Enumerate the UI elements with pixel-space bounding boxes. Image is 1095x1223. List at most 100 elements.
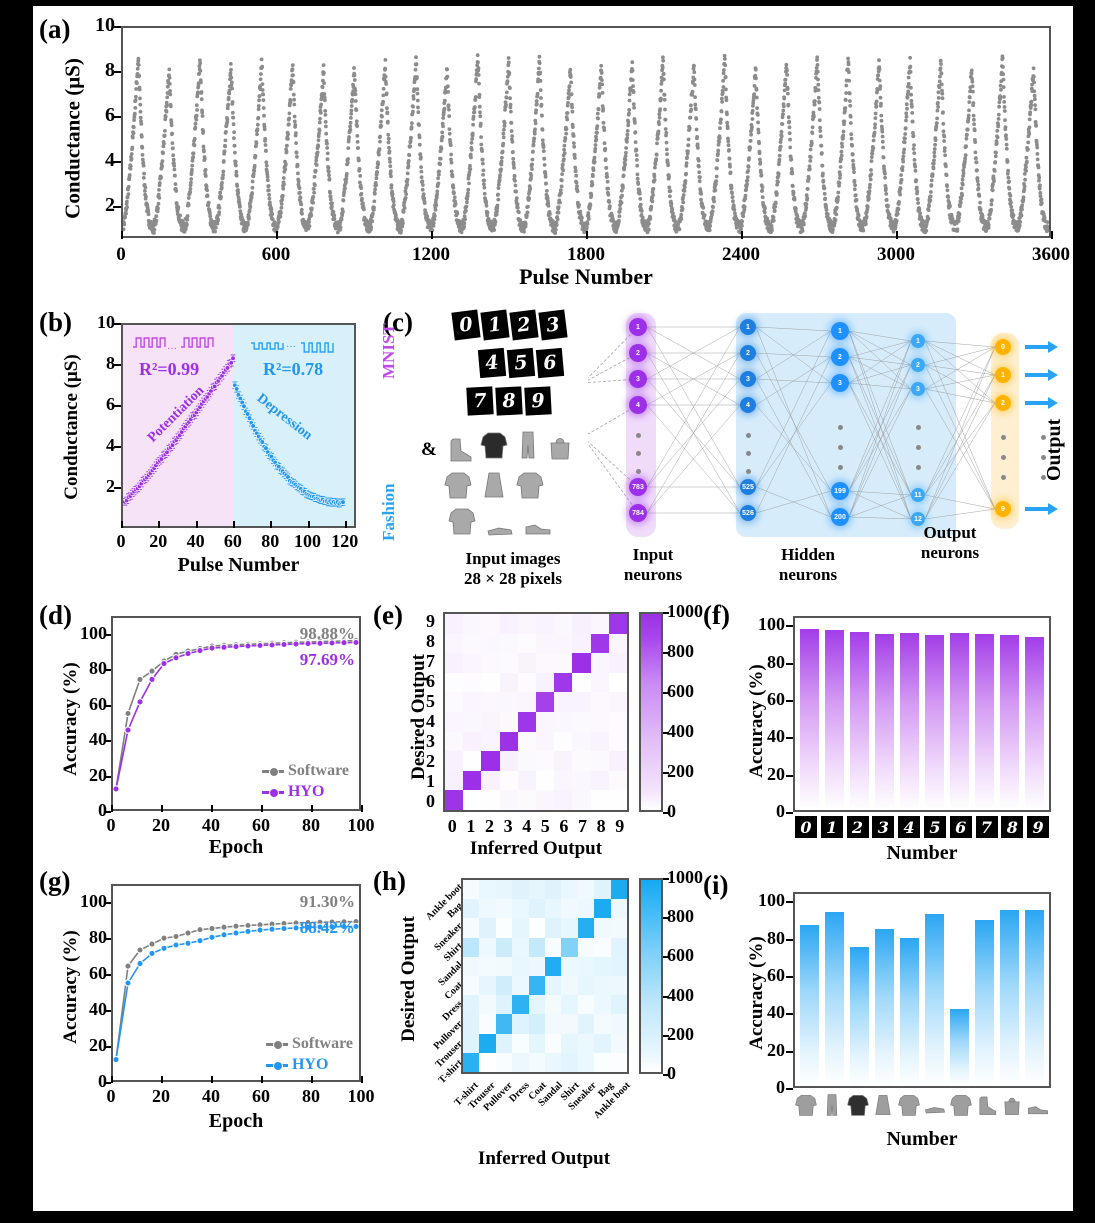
panel-g-ytick: 60 xyxy=(89,963,107,983)
panel-d-xtick: 20 xyxy=(152,815,170,835)
heatmap-cell xyxy=(544,1014,562,1034)
fashion-item-sneaker xyxy=(523,507,553,539)
heatmap-cell xyxy=(594,1052,611,1072)
panel-f-ytick: 60 xyxy=(767,689,785,709)
heatmap-cell xyxy=(608,633,627,654)
panel-i-xtick-trouser xyxy=(820,1092,844,1118)
legend-label: Software xyxy=(291,1035,353,1052)
mnist-digit-tile: 3 xyxy=(538,309,568,341)
panel-f-ytick-mark xyxy=(786,812,793,814)
bar-digit-5 xyxy=(925,635,944,810)
heatmap-cell xyxy=(481,672,500,693)
nn-node-hidden1-3: 3 xyxy=(740,371,756,387)
legend-marker xyxy=(272,1061,283,1071)
nn-output-ellipsis-dot xyxy=(1040,455,1046,460)
mnist-digit-tile: 4 xyxy=(477,347,507,379)
panel-f-plot-frame xyxy=(793,616,1051,812)
panel-h-colorbar xyxy=(639,878,663,1074)
heatmap-cell xyxy=(499,692,518,712)
panel-c-ampersand: & xyxy=(421,439,437,460)
heatmap-cell xyxy=(479,899,496,919)
panel-f-xtick-tile: 3 xyxy=(872,816,895,838)
panel-a-ytick: 2 xyxy=(105,194,115,217)
bar-class-ankle-boot xyxy=(1025,910,1044,1086)
mnist-digit-tile: 7 xyxy=(466,386,494,416)
panel-h-colorbar-tick: 200 xyxy=(667,1023,694,1044)
heatmap-cell xyxy=(590,770,609,791)
panel-e-heatmap-cells xyxy=(445,614,627,810)
bar-digit-7 xyxy=(975,633,994,810)
heatmap-cell xyxy=(561,899,578,919)
panel-b-ytick-mark xyxy=(114,487,121,489)
heatmap-cell xyxy=(594,937,611,957)
nn-node-hidden1-1: 1 xyxy=(740,319,756,335)
panel-e-ytick: 1 xyxy=(426,771,435,791)
heatmap-cell xyxy=(512,1052,529,1072)
nn-ellipsis-dot xyxy=(745,469,751,474)
bar-class-dress xyxy=(875,928,894,1086)
panel-g-ytick-mark xyxy=(104,902,111,904)
heatmap-cell xyxy=(561,956,578,976)
heatmap-cell xyxy=(512,899,529,919)
panel-g-label: (g) xyxy=(39,866,71,896)
heatmap-cell xyxy=(479,976,496,996)
panel-g-xtick: 80 xyxy=(302,1086,320,1106)
panel-i-xlabel: Number xyxy=(886,1128,958,1150)
heatmap-cell xyxy=(463,614,482,634)
panel-e-ytick: 8 xyxy=(426,631,435,651)
heatmap-cell xyxy=(512,918,529,938)
panel-i-xtick-sneaker xyxy=(975,1092,999,1118)
panel-b-xtick-mark xyxy=(158,521,161,528)
panel-i-ytick-mark xyxy=(786,976,793,978)
panel-g-xtick-mark xyxy=(311,1076,313,1083)
bar-digit-3 xyxy=(875,633,894,810)
panel-h-colorbar-tick-mark xyxy=(663,1034,669,1037)
panel-g-xtick-mark xyxy=(111,1076,113,1083)
heatmap-cell xyxy=(528,899,545,919)
heatmap-cell xyxy=(499,614,518,634)
heatmap-cell xyxy=(572,790,591,810)
panel-g-xtick-mark xyxy=(361,1076,363,1083)
fashion-item-boot xyxy=(445,433,475,465)
panel-e-colorbar-tick-mark xyxy=(663,692,669,694)
panel-i-plot-frame xyxy=(793,892,1051,1088)
heatmap-cell xyxy=(590,692,609,712)
panel-f-xtick-tile: 0 xyxy=(794,816,817,838)
panel-h-colorbar-tick-mark xyxy=(663,956,669,959)
heatmap-cell xyxy=(481,692,500,712)
nn-node-hidden2-1: 1 xyxy=(831,322,849,340)
panel-e-ytick: 9 xyxy=(426,611,435,631)
heatmap-cell xyxy=(594,880,611,900)
panel-i-ytick-mark xyxy=(786,938,793,941)
panel-d-hyo-final: 97.69% xyxy=(299,650,355,669)
panel-d-software-final: 98.88% xyxy=(299,624,355,643)
legend-marker xyxy=(268,788,279,798)
nn-node-hidden3-12: 12 xyxy=(911,512,925,526)
panel-g-ytick-mark xyxy=(104,938,111,940)
heatmap-cell xyxy=(499,790,518,810)
panel-b-ytick: 10 xyxy=(97,312,115,332)
heatmap-cell xyxy=(577,880,595,900)
panel-a-xtick-mark xyxy=(1051,231,1053,239)
panel-c-hidden-layer-label-2: neurons xyxy=(778,565,838,584)
legend-item-software: Software xyxy=(261,762,349,780)
heatmap-cell xyxy=(481,614,500,634)
panel-b-ylabel: Conductance (μS) xyxy=(61,354,82,500)
bar-class-trouser xyxy=(825,912,844,1086)
panel-d-ytick: 20 xyxy=(89,764,107,785)
mnist-digit-tile: 5 xyxy=(506,347,536,379)
heatmap-cell xyxy=(512,956,529,976)
heatmap-cell xyxy=(481,712,500,732)
panel-b-xtick: 40 xyxy=(186,531,205,551)
panel-d-xtick-mark xyxy=(361,805,363,812)
panel-a-xtick-mark xyxy=(431,231,433,239)
nn-ellipsis-dot xyxy=(1000,435,1006,440)
panel-c-mnist-label: MNIST xyxy=(379,323,398,379)
panel-g-xtick-mark xyxy=(261,1076,263,1083)
panel-g-xtick: 0 xyxy=(106,1086,116,1106)
heatmap-cell xyxy=(495,880,513,900)
heatmap-cell xyxy=(445,770,464,791)
panel-d-xtick-mark xyxy=(111,805,113,812)
panel-b-xtick-mark xyxy=(307,521,310,528)
heatmap-cell xyxy=(499,653,518,673)
